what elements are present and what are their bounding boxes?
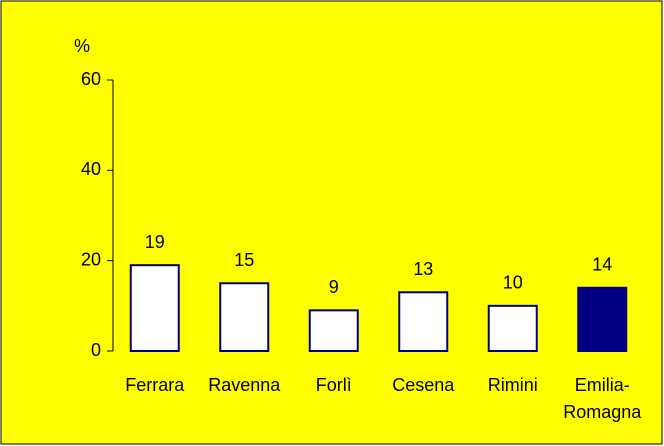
y-tick-label: 0 — [91, 340, 101, 360]
value-label: 9 — [329, 277, 339, 297]
bar — [308, 309, 359, 353]
x-tick-label: Rimini — [487, 375, 538, 395]
bar — [487, 304, 538, 353]
y-tick-label: 60 — [81, 69, 101, 89]
y-tick-label: 20 — [81, 249, 101, 269]
bar — [129, 264, 180, 352]
y-tick-label: 40 — [81, 159, 101, 179]
value-label: 15 — [234, 250, 254, 270]
x-tick-label: Emilia-Romagna — [563, 375, 642, 422]
value-label: 19 — [145, 232, 165, 252]
x-tick-label: Ravenna — [208, 375, 281, 395]
x-tick-label: Ferrara — [125, 375, 185, 395]
x-tick-label: Cesena — [392, 375, 455, 395]
y-axis-label: % — [74, 36, 90, 56]
value-label: 14 — [592, 255, 612, 275]
bar — [577, 286, 628, 352]
x-tick-label: Forlì — [315, 375, 352, 395]
value-label: 10 — [503, 273, 523, 293]
bar — [398, 291, 449, 352]
value-label: 13 — [413, 259, 433, 279]
bar — [219, 282, 270, 352]
